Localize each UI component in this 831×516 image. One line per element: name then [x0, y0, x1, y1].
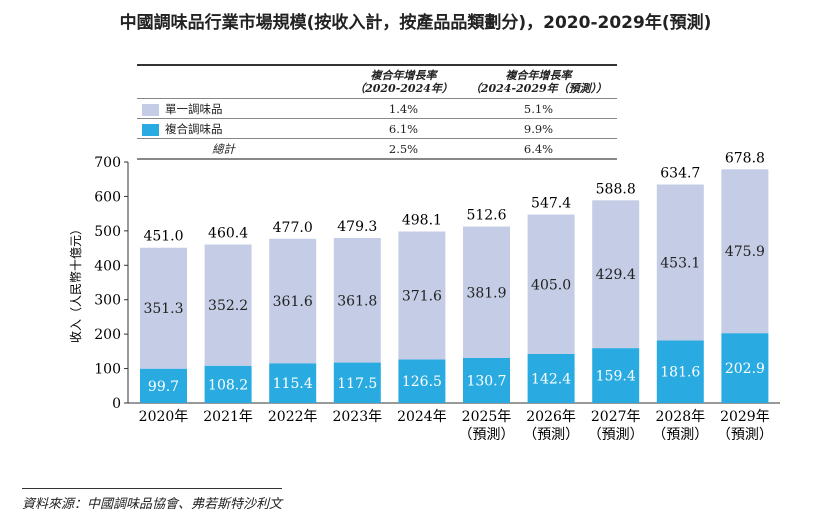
data-label: 475.9: [725, 244, 765, 260]
stacked-bar-chart: 0 100 200 300 400 500 600 700 收入（人民幣十億元） 99.7 351.…: [69, 150, 780, 443]
total-label: 498.1: [402, 213, 442, 229]
y-tick-label: 400: [94, 258, 121, 274]
x-tick-label: 2029年: [720, 409, 770, 425]
x-tick-label: （預測）: [652, 427, 708, 443]
data-label: 117.5: [337, 376, 377, 392]
cagr-header-2: 複合年增長率 （2024-2029年（預測））: [459, 65, 617, 99]
cagr-value: 1.4%: [347, 98, 460, 119]
bar-segment: [140, 368, 187, 403]
bar-segment: [204, 244, 252, 366]
table-row: 複合調味品 6.1% 9.9%: [137, 118, 617, 139]
bar-segment: [592, 348, 640, 403]
bar-segment: [656, 184, 704, 341]
cagr-value: 5.1%: [459, 98, 617, 119]
cagr-value: 6.1%: [347, 118, 460, 139]
total-label: 634.7: [660, 165, 700, 181]
data-label: 405.0: [531, 277, 571, 293]
x-tick-label: 2021年: [203, 409, 253, 425]
data-label: 371.6: [402, 288, 442, 304]
y-tick-label: 500: [94, 224, 121, 240]
x-tick-label: 2020年: [139, 409, 189, 425]
data-label: 159.4: [596, 369, 636, 385]
bar-segment: [333, 362, 381, 403]
x-tick-label: 2027年: [591, 409, 641, 425]
cagr-table: 複合年增長率 （2020-2024年） 複合年增長率 （2024-2029年（預…: [137, 64, 617, 160]
x-tick-label: 2024年: [397, 409, 447, 425]
legend-label-single: 單一調味品: [165, 101, 223, 116]
data-label: 181.6: [660, 365, 700, 381]
bar-segment: [463, 358, 510, 403]
bar-segment: [463, 226, 510, 359]
legend-label-compound: 複合調味品: [165, 121, 223, 136]
data-label: 202.9: [725, 361, 765, 377]
bar-segment: [333, 237, 381, 363]
table-row: 單一調味品 1.4% 5.1%: [137, 98, 617, 119]
bar-segment: [269, 238, 317, 364]
y-tick-label: 300: [94, 293, 121, 309]
bar-segment: [592, 200, 640, 349]
total-label: 678.8: [725, 150, 765, 166]
total-label: 588.8: [596, 181, 636, 197]
data-label: 381.9: [466, 285, 506, 301]
total-label: 479.3: [337, 219, 377, 235]
x-tick-label: 2025年: [462, 409, 512, 425]
y-tick-label: 700: [94, 155, 121, 171]
data-label: 351.3: [143, 301, 183, 317]
data-label: 142.4: [531, 371, 571, 387]
data-label: 429.4: [596, 267, 636, 283]
x-tick-label: 2022年: [268, 409, 318, 425]
legend-swatch-compound: [142, 123, 159, 136]
chart-title: 中國調味品行業市場規模(按收入計，按產品品類劃分)，2020-2029年(預測): [119, 13, 712, 33]
bar-segment: [398, 231, 446, 360]
bar-segment: [140, 247, 187, 369]
data-label: 126.5: [402, 374, 442, 390]
cagr-header-blank: [137, 65, 347, 99]
data-label: 453.1: [660, 255, 700, 271]
y-tick-label: 100: [94, 362, 121, 378]
y-tick-label: 200: [94, 327, 121, 343]
total-label: 451.0: [143, 229, 183, 245]
x-tick-label: 2028年: [655, 409, 705, 425]
bar-segment: [527, 353, 575, 403]
x-tick-label: 2026年: [526, 409, 576, 425]
total-label: 512.6: [466, 208, 506, 224]
cagr-header-1: 複合年增長率 （2020-2024年）: [347, 65, 460, 99]
x-tick-label: （預測）: [717, 427, 773, 443]
bar-segment: [204, 365, 252, 403]
x-tick-label: （預測）: [523, 427, 579, 443]
cagr-value: 6.4%: [459, 138, 617, 160]
data-label: 361.6: [273, 294, 313, 310]
y-tick-label: 0: [112, 396, 121, 412]
y-axis-label: 收入（人民幣十億元）: [69, 223, 83, 343]
data-label: 108.2: [208, 377, 248, 393]
cagr-value: 2.5%: [347, 138, 460, 160]
bar-segment: [721, 333, 769, 403]
bar-segment: [398, 359, 446, 403]
bar-segment: [721, 169, 769, 334]
cagr-header-2-text: 複合年增長率 （2024-2029年（預測））: [469, 69, 608, 95]
x-tick-label: 2023年: [332, 409, 382, 425]
y-tick-label: 600: [94, 189, 121, 205]
legend-swatch-single: [142, 103, 159, 116]
table-row: 總計 2.5% 6.4%: [137, 138, 617, 160]
data-label: 115.4: [273, 376, 313, 392]
cagr-header-1-text: 複合年增長率 （2020-2024年）: [354, 69, 453, 95]
data-label: 361.8: [337, 293, 377, 309]
bar-segment: [656, 340, 704, 403]
bar-segment: [269, 363, 317, 403]
data-label: 99.7: [148, 379, 179, 395]
x-tick-label: （預測）: [588, 427, 644, 443]
total-label: 477.0: [273, 220, 313, 236]
source-note: 資料來源：中國調味品協會、弗若斯特沙利文: [22, 488, 283, 512]
total-label: 總計: [137, 138, 347, 160]
bar-segment: [527, 214, 575, 354]
data-label: 130.7: [466, 374, 506, 390]
total-label: 547.4: [531, 196, 571, 212]
total-label: 460.4: [208, 225, 248, 241]
data-label: 352.2: [208, 298, 248, 314]
x-tick-label: （預測）: [459, 427, 515, 443]
cagr-value: 9.9%: [459, 118, 617, 139]
